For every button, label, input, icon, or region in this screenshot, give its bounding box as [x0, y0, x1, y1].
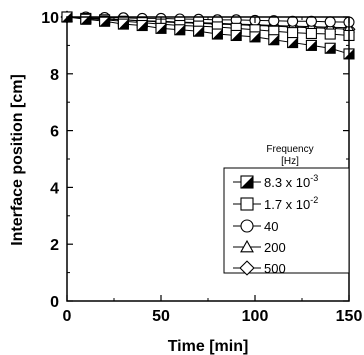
x-tick-label: 100: [242, 308, 269, 325]
marker-fill: [231, 30, 242, 41]
marker-fill: [212, 29, 223, 40]
legend-entry-1: 1.7 x 10-2: [233, 195, 318, 212]
marker-body: [324, 28, 336, 40]
marker-fill: [193, 26, 204, 37]
legend-entry-3: 200: [233, 239, 286, 255]
marker-fill: [268, 34, 279, 45]
marker-body: [324, 16, 336, 28]
legend: Frequency [Hz] 8.3 x 10-3 1.7 x 10-2 40 200…: [223, 144, 350, 276]
marker-fill: [325, 43, 336, 54]
series-line: [66, 16, 350, 55]
legend-title: Frequency: [266, 144, 313, 155]
legend-label: 8.3 x 10-3: [264, 173, 318, 190]
legend-label: 40: [264, 219, 278, 234]
legend-label: 1.7 x 10-2: [264, 195, 318, 212]
data-point: [136, 19, 148, 32]
data-point: [268, 34, 280, 46]
data-point: [324, 28, 336, 40]
marker-body: [287, 15, 299, 27]
marker-body: [239, 260, 255, 276]
marker-fill: [99, 16, 110, 27]
legend-label: 200: [264, 240, 286, 255]
data-point: [305, 39, 317, 51]
legend-marker: [240, 175, 254, 189]
data-point: [305, 15, 317, 27]
series-layer: [60, 10, 356, 60]
marker-body: [240, 197, 254, 211]
marker-fill: [174, 24, 185, 35]
data-point: [305, 27, 317, 40]
y-tick-label: 10: [41, 10, 59, 27]
marker-body: [287, 27, 299, 39]
legend-entry-0: 8.3 x 10-3: [233, 173, 318, 190]
series-line: [66, 16, 350, 36]
y-tick-label: 6: [50, 124, 59, 141]
marker-body: [305, 15, 317, 27]
legend-entries: 8.3 x 10-3 1.7 x 10-2 40 200 500: [233, 173, 318, 276]
data-point: [287, 27, 299, 39]
legend-title-unit: [Hz]: [281, 156, 299, 167]
x-tick-label: 50: [152, 308, 170, 325]
y-tick-label: 4: [50, 180, 59, 197]
data-point: [155, 22, 167, 34]
legend-marker: [240, 239, 254, 253]
data-point: [193, 25, 205, 37]
marker-fill: [306, 40, 317, 51]
marker-fill: [250, 31, 260, 42]
marker-body: [305, 27, 317, 40]
legend-entry-4: 500: [233, 260, 286, 276]
marker-fill: [241, 176, 253, 188]
marker-body: [240, 219, 254, 233]
data-point: [230, 29, 242, 42]
marker-fill: [287, 37, 298, 48]
data-point: [287, 15, 299, 27]
data-point: [80, 13, 92, 25]
y-tick-label: 2: [50, 237, 59, 254]
y-axis-label: Interface position [cm]: [9, 74, 26, 246]
legend-marker: [240, 197, 254, 211]
data-point: [324, 16, 336, 28]
data-point: [99, 15, 111, 27]
data-point: [324, 42, 336, 54]
y-tick-label: 0: [50, 294, 59, 311]
legend-label: 500: [264, 261, 286, 276]
marker-fill: [137, 20, 148, 31]
data-point: [249, 31, 261, 43]
y-tick-label: 8: [50, 67, 59, 84]
x-axis-label: Time [min]: [168, 338, 249, 355]
marker-fill: [156, 23, 166, 34]
marker-fill: [80, 14, 91, 25]
data-point: [174, 24, 186, 36]
x-tick-label: 150: [336, 308, 363, 325]
legend-marker: [240, 219, 254, 233]
marker-fill: [118, 19, 129, 30]
data-point: [211, 28, 223, 40]
marker-body: [240, 239, 254, 253]
legend-entry-2: 40: [233, 219, 278, 234]
x-tick-label: 0: [63, 308, 72, 325]
axes-layer: 0 50 100 150 0 2 4 6 8 10: [41, 10, 362, 325]
data-point: [117, 18, 129, 30]
data-point: [287, 37, 299, 49]
legend-marker: [239, 260, 255, 276]
